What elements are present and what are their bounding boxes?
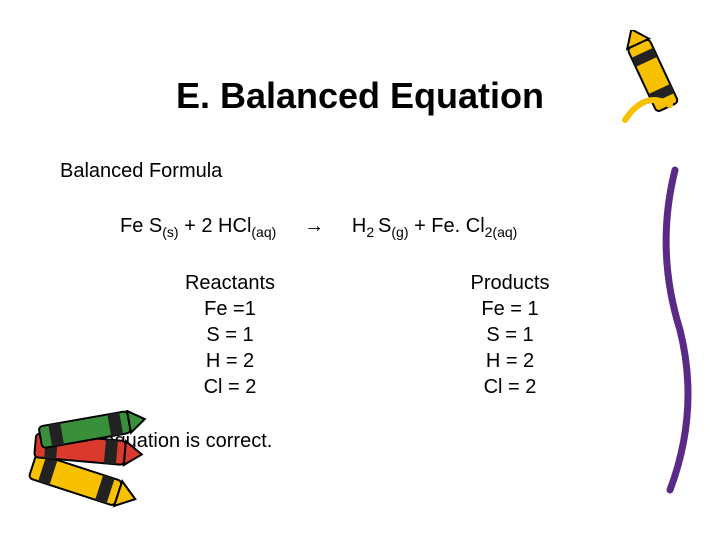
reactants-line: H = 2	[150, 348, 310, 374]
reactants-line: S = 1	[150, 322, 310, 348]
products-line: Cl = 2	[430, 374, 590, 400]
eq-lhs-2-sub: (aq)	[251, 224, 276, 240]
products-header: Products	[430, 270, 590, 296]
products-block: Products Fe = 1 S = 1 H = 2 Cl = 2	[430, 270, 590, 400]
reactants-line: Fe =1	[150, 296, 310, 322]
reactants-block: Reactants Fe =1 S = 1 H = 2 Cl = 2	[150, 270, 310, 400]
eq-rhs-plus: + Fe. Cl	[414, 215, 485, 237]
eq-rhs-1: H	[352, 215, 366, 237]
equation-line: Fe S(s) + 2 HCl(aq) → H2 S(g) + Fe. Cl2(…	[120, 215, 517, 240]
eq-rhs-2-sub: 2(aq)	[485, 224, 518, 240]
crayon-icon	[650, 160, 700, 500]
subtitle: Balanced Formula	[60, 160, 222, 183]
reactants-line: Cl = 2	[150, 374, 310, 400]
eq-lhs-1-sub: (s)	[162, 224, 178, 240]
reactants-header: Reactants	[150, 270, 310, 296]
eq-rhs-1b: S	[378, 215, 391, 237]
eq-lhs-1: Fe S	[120, 215, 162, 237]
products-line: H = 2	[430, 348, 590, 374]
crayon-icon	[615, 30, 695, 130]
eq-rhs-1-sub: 2	[366, 224, 378, 240]
page-title: E. Balanced Equation	[0, 75, 720, 117]
products-line: S = 1	[430, 322, 590, 348]
eq-arrow: →	[304, 215, 324, 237]
products-line: Fe = 1	[430, 296, 590, 322]
eq-plus: + 2 HCl	[184, 215, 251, 237]
eq-rhs-1b-sub: (g)	[391, 224, 408, 240]
crayon-icon	[10, 410, 190, 530]
